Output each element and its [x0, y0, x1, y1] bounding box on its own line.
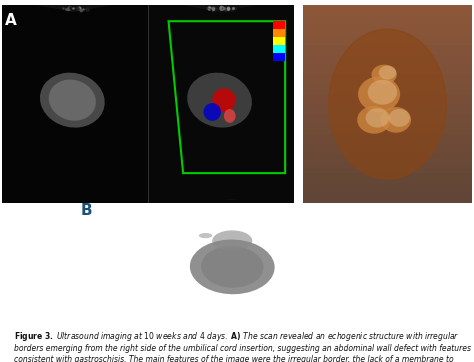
Text: B: B	[81, 203, 92, 218]
Bar	[303, 193, 472, 203]
Bar	[303, 163, 472, 173]
Bar	[303, 104, 472, 114]
Bar	[273, 37, 285, 45]
Ellipse shape	[49, 80, 96, 121]
Bar	[273, 21, 285, 29]
Bar	[303, 15, 472, 25]
Bar	[303, 25, 472, 35]
Bar	[303, 35, 472, 45]
Ellipse shape	[365, 108, 389, 127]
Ellipse shape	[358, 76, 400, 112]
Bar	[303, 64, 472, 75]
Text: A: A	[5, 13, 17, 28]
Bar	[303, 75, 472, 84]
Bar	[148, 5, 294, 203]
Ellipse shape	[389, 109, 410, 127]
Bar	[303, 153, 472, 163]
Bar	[303, 134, 472, 143]
Polygon shape	[328, 29, 447, 179]
Ellipse shape	[372, 64, 397, 84]
Ellipse shape	[201, 246, 264, 288]
Bar	[2, 5, 148, 203]
Ellipse shape	[190, 240, 274, 294]
Ellipse shape	[212, 230, 252, 251]
Bar	[303, 94, 472, 104]
Polygon shape	[0, 0, 190, 11]
Bar	[303, 45, 472, 55]
Ellipse shape	[357, 106, 391, 134]
Ellipse shape	[379, 66, 396, 79]
Polygon shape	[103, 0, 336, 11]
Ellipse shape	[224, 109, 236, 123]
Bar	[273, 45, 285, 53]
Ellipse shape	[212, 88, 236, 112]
Bar	[303, 173, 472, 183]
Bar	[303, 124, 472, 134]
Bar	[303, 114, 472, 124]
Bar	[303, 183, 472, 193]
Bar	[273, 53, 285, 61]
Bar	[303, 5, 472, 15]
Polygon shape	[129, 143, 336, 199]
Bar	[273, 29, 285, 37]
Bar	[303, 84, 472, 94]
Ellipse shape	[381, 107, 411, 133]
Text: $\bf{Figure\ 3.}$ $\it{Ultrasound\ imaging\ at\ 10\ weeks\ and\ 4\ days.}$ $\bf{: $\bf{Figure\ 3.}$ $\it{Ultrasound\ imagi…	[14, 330, 471, 362]
Ellipse shape	[203, 103, 221, 121]
Bar	[303, 143, 472, 153]
Bar	[303, 55, 472, 64]
Ellipse shape	[40, 73, 105, 127]
Ellipse shape	[187, 73, 252, 127]
Ellipse shape	[368, 80, 397, 105]
Ellipse shape	[199, 233, 212, 238]
